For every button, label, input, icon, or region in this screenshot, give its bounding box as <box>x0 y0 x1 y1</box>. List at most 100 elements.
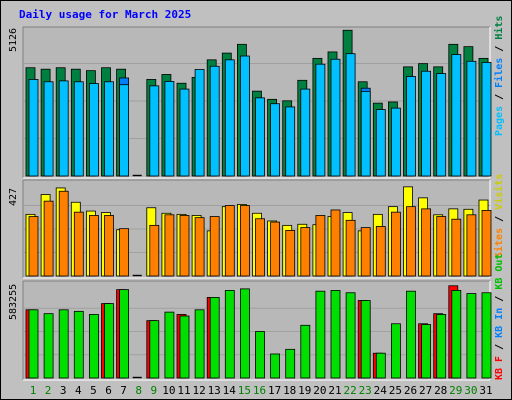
bar-files <box>285 106 296 177</box>
bar-files <box>375 109 386 177</box>
x-tick-label: 4 <box>75 384 82 397</box>
bar-files <box>224 59 235 177</box>
bar-kb-in <box>89 314 99 379</box>
ymax-label-visits: 427 <box>8 187 19 206</box>
bar-sites <box>406 206 416 277</box>
bar-sites <box>239 205 250 277</box>
legend-hits-files-pages: Pages / Files / Hits <box>494 15 505 136</box>
bar-sites <box>194 217 205 277</box>
bar-files <box>164 81 175 177</box>
bar-files <box>149 85 160 177</box>
bar-files <box>43 81 54 177</box>
x-tick-label: 17 <box>268 384 281 397</box>
ymax-label-kbytes: 583255 <box>8 283 19 320</box>
bar-kb-in <box>119 289 129 379</box>
bar-files <box>406 76 416 177</box>
bar-files <box>270 103 281 177</box>
bar-kb-in <box>390 323 401 379</box>
legend-kbytes: KB F / KB In / KB Out <box>494 253 505 380</box>
bar-kb-in <box>345 292 356 379</box>
bar-kb-in <box>421 324 432 379</box>
bar-sites <box>390 211 401 277</box>
legend-visits-sites: Sites / Visits <box>494 173 505 258</box>
bar-files <box>481 62 492 177</box>
bar-kb-in <box>58 309 69 379</box>
bar-sites <box>300 227 311 277</box>
bar-sites <box>270 221 281 277</box>
bar-files <box>239 55 250 177</box>
bar-sites <box>119 228 129 277</box>
bar-kb-in <box>255 331 265 379</box>
x-tick-label: 2 <box>45 384 52 397</box>
bar-files <box>179 88 190 177</box>
bar-sites <box>104 215 114 277</box>
bar-kb-in <box>360 300 371 379</box>
legend-kb-in: KB In <box>494 307 505 338</box>
bar-sites <box>315 215 326 277</box>
bar-sites <box>345 219 356 277</box>
bar-files <box>315 63 326 177</box>
x-tick-label: 22 <box>343 384 356 397</box>
legend-kb-out: KB Out <box>494 253 505 290</box>
bar-sites <box>164 214 175 277</box>
x-tick-label: 1 <box>30 384 37 397</box>
x-tick-label: 13 <box>208 384 221 397</box>
x-tick-label: 19 <box>298 384 311 397</box>
x-tick-label: 20 <box>313 384 326 397</box>
bar-sites <box>58 190 69 277</box>
bar-files <box>345 53 356 177</box>
ymax-label-hits: 5126 <box>8 27 19 52</box>
bar-files <box>436 73 447 177</box>
bar-sites <box>466 214 477 277</box>
bar-kb-in <box>285 348 296 379</box>
bar-sites <box>285 230 296 277</box>
bar-sites <box>224 205 235 277</box>
x-tick-label: 26 <box>404 384 417 397</box>
x-tick-label: 24 <box>374 384 388 397</box>
x-tick-label: 9 <box>150 384 157 397</box>
bar-kb-in <box>451 290 462 379</box>
bar-kb-in <box>375 352 386 379</box>
x-tick-label: 31 <box>479 384 492 397</box>
bar-kb-in <box>330 290 341 379</box>
x-tick-label: 25 <box>389 384 402 397</box>
bar-sites <box>149 224 160 277</box>
bar-sites <box>481 209 492 277</box>
x-tick-label: 3 <box>60 384 67 397</box>
x-tick-label: 30 <box>464 384 477 397</box>
bar-files <box>194 69 205 177</box>
x-tick-label: 11 <box>177 384 190 397</box>
bar-files <box>451 54 462 177</box>
bar-sites <box>89 215 99 277</box>
x-tick-label: 21 <box>328 384 341 397</box>
x-tick-label: 29 <box>449 384 462 397</box>
bar-sites <box>28 216 39 277</box>
bar-files <box>28 79 39 177</box>
legend-visits: Visits <box>494 173 505 210</box>
bar-kb-in <box>73 310 84 379</box>
x-tick-label: 15 <box>238 384 251 397</box>
bar-sites <box>360 227 371 277</box>
bar-kb-in <box>315 290 326 379</box>
legend-pages: Pages <box>494 105 505 136</box>
bar-kb-in <box>406 290 416 379</box>
bar-sites <box>43 200 54 277</box>
x-tick-label: 18 <box>283 384 296 397</box>
bar-kb-in <box>164 311 175 379</box>
bar-files <box>209 65 220 177</box>
bar-kb-in <box>436 314 447 379</box>
bar-kb-in <box>194 309 205 379</box>
legend-files: Files <box>494 57 505 88</box>
bar-files <box>73 81 84 177</box>
bar-kb-in <box>209 296 220 379</box>
x-tick-label: 23 <box>359 384 372 397</box>
x-tick-label: 14 <box>223 384 237 397</box>
x-tick-label: 16 <box>253 384 266 397</box>
bar-sites <box>73 211 84 277</box>
bar-kb-in <box>270 353 281 379</box>
bar-kb-in <box>28 309 39 379</box>
x-tick-label: 28 <box>434 384 447 397</box>
bar-kb-in <box>481 292 492 379</box>
bar-files <box>421 70 432 177</box>
bar-kb-in <box>466 293 477 379</box>
